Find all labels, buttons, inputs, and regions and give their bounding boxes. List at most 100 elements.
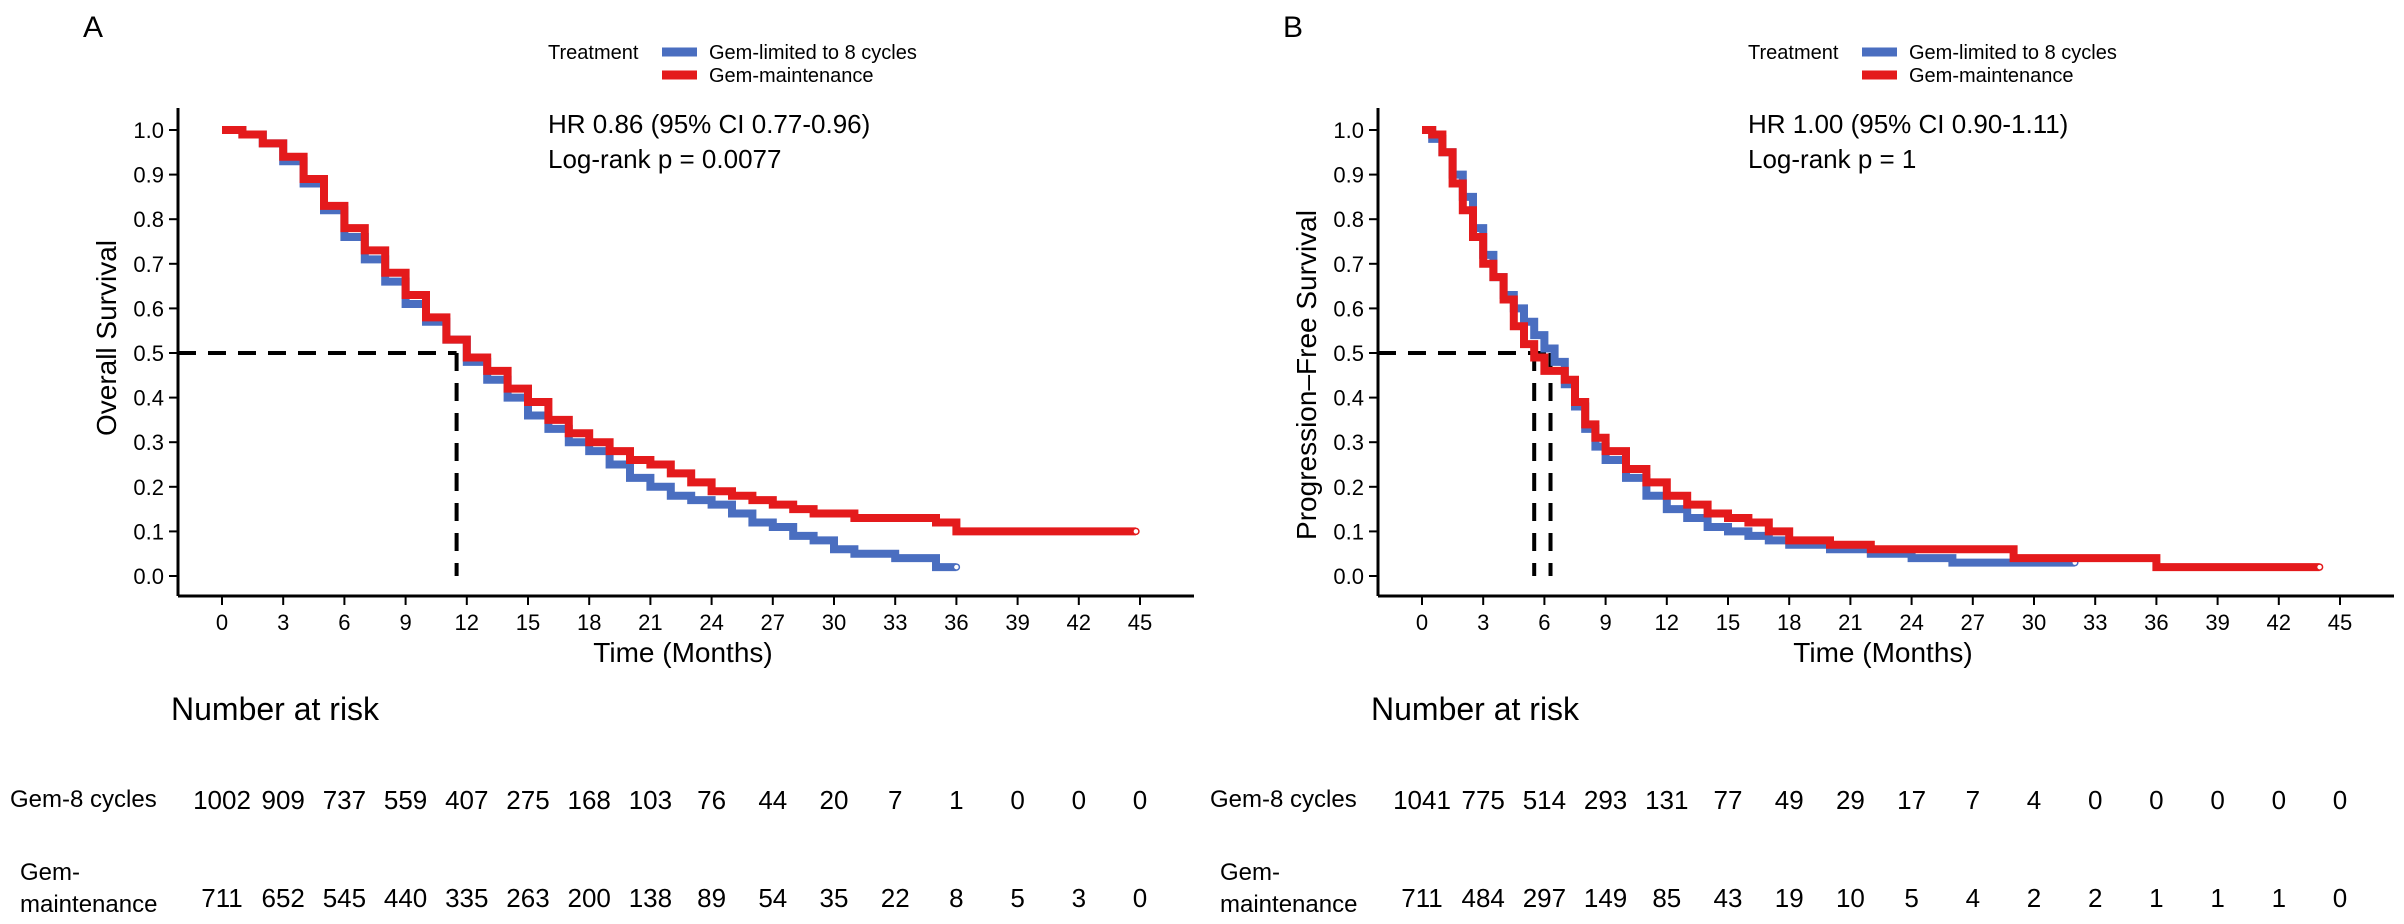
- x-tick-label: 33: [883, 610, 907, 635]
- risk-count-maint: 19: [1775, 883, 1804, 913]
- risk-table-title: Number at risk: [171, 691, 380, 727]
- y-tick-label: 0.0: [1333, 564, 1364, 589]
- risk-count-maint: 85: [1652, 883, 1681, 913]
- curve-gem8: [222, 126, 957, 572]
- risk-count-gem8: 7: [1966, 785, 1980, 815]
- risk-count-gem8: 20: [820, 785, 849, 815]
- y-axis-title: Progression–Free Survival: [1291, 210, 1322, 540]
- x-tick-label: 36: [944, 610, 968, 635]
- legend-maint-label: Gem-maintenance: [1909, 65, 2074, 87]
- x-tick-label: 24: [699, 610, 723, 635]
- risk-count-maint: 263: [506, 883, 549, 913]
- y-tick-label: 0.7: [1333, 252, 1364, 277]
- risk-count-maint: 10: [1836, 883, 1865, 913]
- risk-count-gem8: 49: [1775, 785, 1804, 815]
- risk-numbers-b: 1041711775484514297293149131857743491929…: [1393, 785, 2347, 913]
- risk-count-gem8: 275: [506, 785, 549, 815]
- risk-label-maint-line2: maintenance: [1220, 891, 1357, 918]
- risk-count-maint: 5: [1010, 883, 1024, 913]
- x-tick-label: 9: [1599, 610, 1611, 635]
- y-tick-label: 1.0: [133, 118, 164, 143]
- legend-maint-label: Gem-maintenance: [709, 65, 874, 87]
- y-tick-label: 0.6: [133, 296, 164, 321]
- x-tick-label: 39: [1005, 610, 1029, 635]
- curve-gem-maintenance: [222, 126, 1136, 536]
- risk-count-gem8: 17: [1897, 785, 1926, 815]
- x-tick-label: 18: [577, 610, 601, 635]
- x-tick-label: 27: [1961, 610, 1985, 635]
- y-tick-label: 0.4: [133, 386, 164, 411]
- y-tick-label: 0.5: [1333, 341, 1364, 366]
- risk-count-maint: 440: [384, 883, 427, 913]
- panel-b: B Treatment Gem-limited to 8 cycles Gem-…: [1210, 11, 2394, 918]
- x-tick-label: 30: [822, 610, 846, 635]
- legend-gem8-label: Gem-limited to 8 cycles: [1909, 42, 2117, 64]
- x-axis-title: Time (Months): [593, 637, 772, 668]
- risk-count-maint: 2: [2027, 883, 2041, 913]
- risk-count-maint: 35: [820, 883, 849, 913]
- risk-count-gem8: 1: [949, 785, 963, 815]
- risk-count-maint: 1: [2272, 883, 2286, 913]
- panel-b-plot: 0.00.10.20.30.40.50.60.70.80.91.00 3 6 9 12 1…: [1333, 108, 2394, 635]
- censor-end-marker: [1132, 527, 1140, 536]
- x-tick-label: 24: [1899, 610, 1923, 635]
- risk-count-maint: 138: [629, 883, 672, 913]
- risk-count-maint: 22: [881, 883, 910, 913]
- y-tick-label: 0.5: [133, 341, 164, 366]
- risk-count-maint: 43: [1714, 883, 1743, 913]
- curve-gem-maintenance: [1422, 126, 2320, 572]
- x-tick-label: 30: [2022, 610, 2046, 635]
- risk-count-gem8: 559: [384, 785, 427, 815]
- risk-count-gem8: 4: [2027, 785, 2041, 815]
- y-tick-label: 0.1: [133, 519, 164, 544]
- risk-count-gem8: 293: [1584, 785, 1627, 815]
- risk-count-maint: 545: [323, 883, 366, 913]
- panel-a-legend: Treatment Gem-limited to 8 cycles Gem-ma…: [548, 42, 917, 87]
- risk-count-gem8: 909: [262, 785, 305, 815]
- risk-count-gem8: 131: [1645, 785, 1688, 815]
- risk-count-maint: 4: [1966, 883, 1980, 913]
- x-tick-label: 18: [1777, 610, 1801, 635]
- risk-count-gem8: 7: [888, 785, 902, 815]
- x-tick-label: 21: [1838, 610, 1862, 635]
- risk-count-maint: 0: [1133, 883, 1147, 913]
- risk-count-gem8: 168: [568, 785, 611, 815]
- y-tick-label: 0.4: [1333, 386, 1364, 411]
- x-tick-label: 42: [1067, 610, 1091, 635]
- y-tick-label: 0.1: [1333, 519, 1364, 544]
- legend-title: Treatment: [1748, 42, 1839, 64]
- pvalue-annotation: Log-rank p = 0.0077: [548, 144, 781, 174]
- risk-count-maint: 484: [1462, 883, 1505, 913]
- panel-b-legend: Treatment Gem-limited to 8 cycles Gem-ma…: [1748, 42, 2117, 87]
- risk-count-gem8: 44: [758, 785, 787, 815]
- risk-count-maint: 711: [201, 883, 242, 913]
- x-tick-label: 15: [516, 610, 540, 635]
- x-tick-label: 42: [2267, 610, 2291, 635]
- risk-count-maint: 149: [1584, 883, 1627, 913]
- y-tick-label: 0.8: [1333, 207, 1364, 232]
- panel-a-letter: A: [83, 11, 103, 44]
- risk-count-gem8: 407: [445, 785, 488, 815]
- risk-count-maint: 711: [1401, 883, 1442, 913]
- y-tick-label: 0.0: [133, 564, 164, 589]
- risk-count-maint: 652: [262, 883, 305, 913]
- risk-count-maint: 8: [949, 883, 963, 913]
- y-tick-label: 0.3: [1333, 430, 1364, 455]
- x-tick-label: 36: [2144, 610, 2168, 635]
- risk-count-maint: 5: [1904, 883, 1918, 913]
- y-tick-label: 0.2: [1333, 475, 1364, 500]
- risk-count-gem8: 76: [697, 785, 726, 815]
- y-tick-label: 0.3: [133, 430, 164, 455]
- panel-a-plot: 0.00.10.20.30.40.50.60.70.80.91.00 3 6 9 12 1…: [133, 108, 1194, 635]
- risk-table-b: Number at risk Gem-8 cycles Gem- mainten…: [1210, 691, 2347, 918]
- x-tick-label: 39: [2205, 610, 2229, 635]
- y-tick-label: 0.6: [1333, 296, 1364, 321]
- risk-label-maint-line2: maintenance: [20, 891, 157, 918]
- x-tick-label: 9: [399, 610, 411, 635]
- risk-count-gem8: 77: [1714, 785, 1743, 815]
- risk-count-gem8: 1041: [1393, 785, 1451, 815]
- curve-gem8: [1422, 126, 2075, 567]
- risk-count-gem8: 0: [1010, 785, 1024, 815]
- x-tick-label: 0: [1416, 610, 1428, 635]
